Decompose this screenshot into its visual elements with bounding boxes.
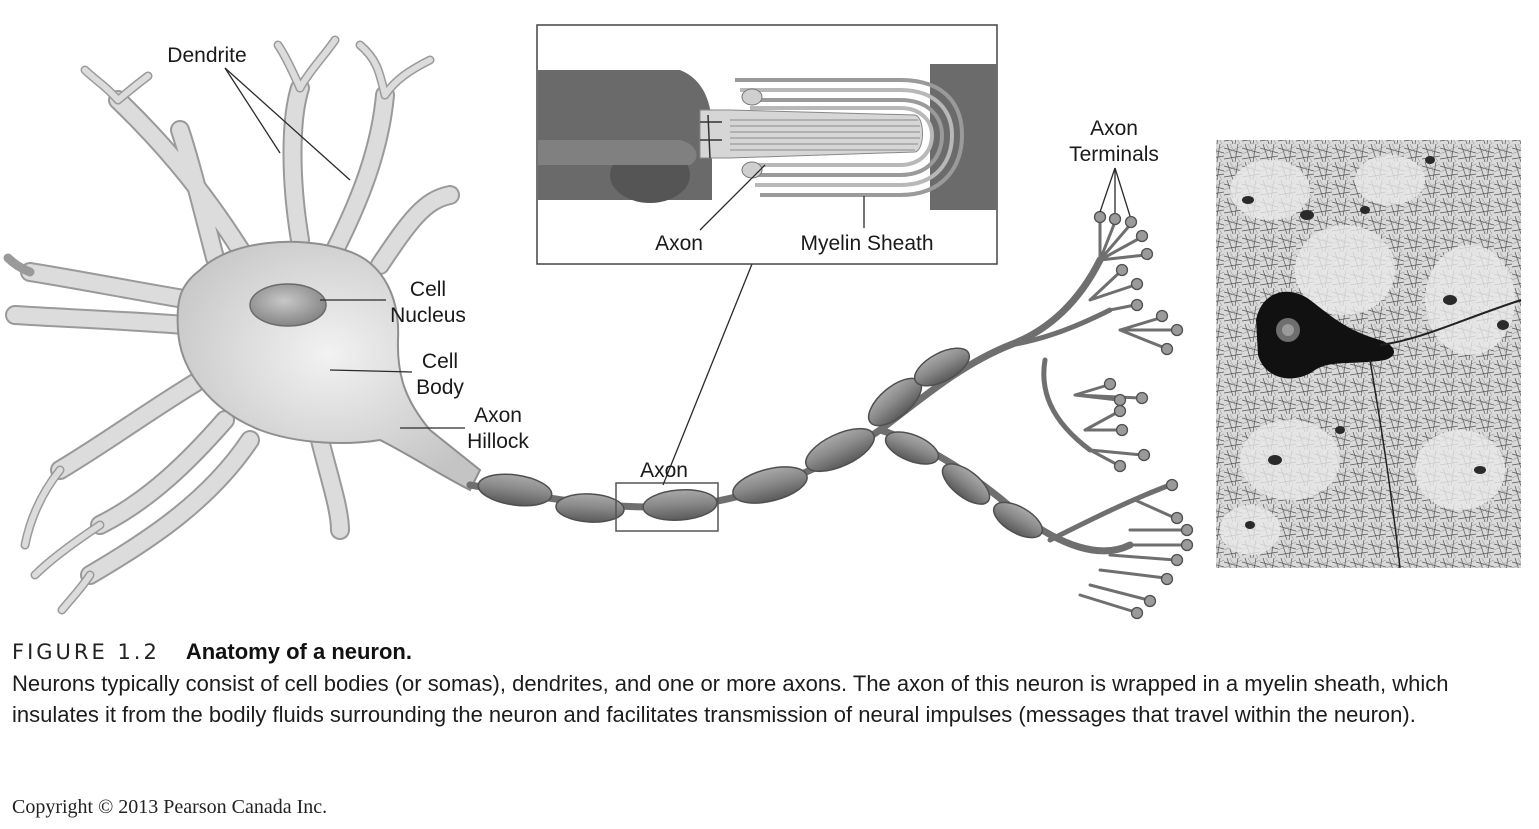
figure-description: Neurons typically consist of cell bodies… [12, 671, 1449, 727]
figure-heading: FIGURE 1.2 Anatomy of a neuron. [12, 636, 1527, 668]
inset-axon-label: Axon [655, 232, 703, 255]
axon-terminals-label-line1: Axon [1090, 117, 1138, 140]
axon-terminals [1073, 210, 1194, 620]
dendrite-label: Dendrite [167, 44, 246, 67]
axon-label: Axon [640, 459, 688, 482]
myelin-segments [477, 347, 1044, 539]
neuron-micrograph [1216, 140, 1522, 569]
axon-hillock-label-line1: Axon [474, 404, 522, 427]
axon-hillock-label-line2: Hillock [467, 430, 529, 453]
dendrites [3, 35, 460, 615]
figure-caption: FIGURE 1.2 Anatomy of a neuron. Neurons t… [12, 636, 1527, 730]
figure-number: FIGURE 1.2 [12, 640, 160, 664]
myelin-inset: Axon Myelin Sheath [536, 24, 998, 265]
cell-nucleus-label-line1: Cell [410, 278, 446, 301]
neuron-anatomy-diagram: Axon Myelin Sheath Dendrite [3, 24, 1522, 620]
diagram-labels: Dendrite Cell Nucleus Cell Body Axon Hil… [167, 44, 1159, 482]
copyright-notice: Copyright © 2013 Pearson Canada Inc. [12, 796, 328, 818]
figure-title: Anatomy of a neuron. [185, 639, 412, 664]
cell-body-label-line2: Body [416, 376, 464, 399]
axon-terminals-label-line2: Terminals [1069, 143, 1159, 166]
cell-body-label-line1: Cell [422, 350, 458, 373]
cell-nucleus [249, 283, 327, 327]
cell-nucleus-label-line2: Nucleus [390, 304, 466, 327]
inset-myelin-sheath-label: Myelin Sheath [800, 232, 933, 255]
neuron-illustration [3, 35, 1194, 620]
axon-zoom-box [615, 482, 719, 532]
